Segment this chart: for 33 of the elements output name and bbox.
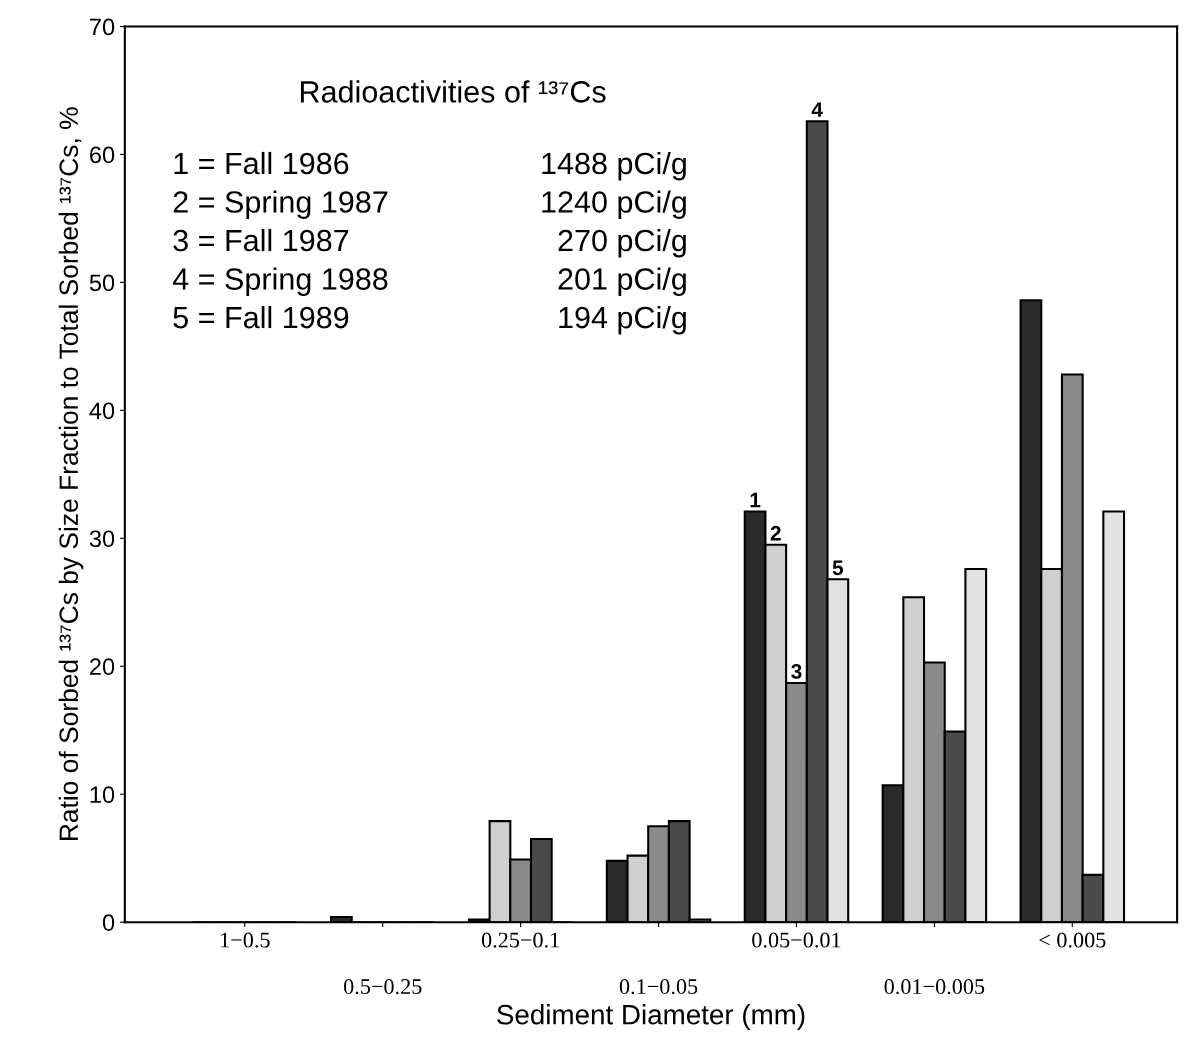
annotation: 194 pCi/g: [559, 305, 686, 335]
annotation: 1488 pCi/g: [542, 151, 686, 181]
series-label: 3: [791, 664, 802, 679]
annotation: Radioactivities of ¹³⁷Cs: [300, 80, 606, 103]
x-tick-label: 1−0.5: [221, 932, 270, 948]
y-tick-label: 0: [102, 914, 115, 931]
y-axis-title: Ratio of Sorbed ¹³⁷Cs by Size Fraction to Total Sorbed ¹³⁷Cs, %: [58, 107, 84, 841]
y-tick-label: 50: [89, 274, 115, 292]
x-tick-label: < 0.005: [1039, 932, 1106, 948]
annotation: 5 = Fall 1989: [173, 305, 349, 329]
y-tick-label: 20: [90, 658, 115, 676]
y-tick-label: 10: [90, 786, 115, 804]
annotation: 1240 pCi/g: [542, 190, 686, 219]
y-tick-label: 70: [90, 18, 115, 36]
series-label: 5: [832, 560, 844, 576]
y-tick-label: 40: [89, 402, 115, 420]
x-tick-label: 0.1−0.05: [619, 979, 698, 995]
x-tick-label: 0.25−0.1: [481, 932, 559, 948]
annotation: 270 pCi/g: [558, 228, 686, 258]
x-axis-title: Sediment Diameter (mm): [497, 1004, 805, 1030]
annotation: 4 = Spring 1988: [172, 267, 388, 296]
x-tick-label: 0.5−0.25: [343, 979, 422, 995]
series-label: 4: [811, 102, 823, 117]
annotation: 3 = Fall 1987: [173, 228, 349, 252]
x-tick-label: 0.05−0.01: [752, 932, 841, 948]
annotation: 2 = Spring 1987: [173, 190, 388, 219]
series-label: 2: [770, 525, 781, 541]
x-tick-label: 0.01−0.005: [884, 979, 985, 995]
y-tick-label: 30: [89, 530, 115, 548]
annotation: 1 = Fall 1986: [174, 151, 349, 175]
annotation: 201 pCi/g: [558, 267, 686, 296]
y-tick-label: 60: [90, 146, 115, 164]
series-label: 1: [750, 492, 761, 508]
